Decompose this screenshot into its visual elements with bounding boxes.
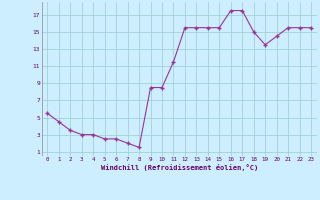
X-axis label: Windchill (Refroidissement éolien,°C): Windchill (Refroidissement éolien,°C)	[100, 164, 258, 171]
